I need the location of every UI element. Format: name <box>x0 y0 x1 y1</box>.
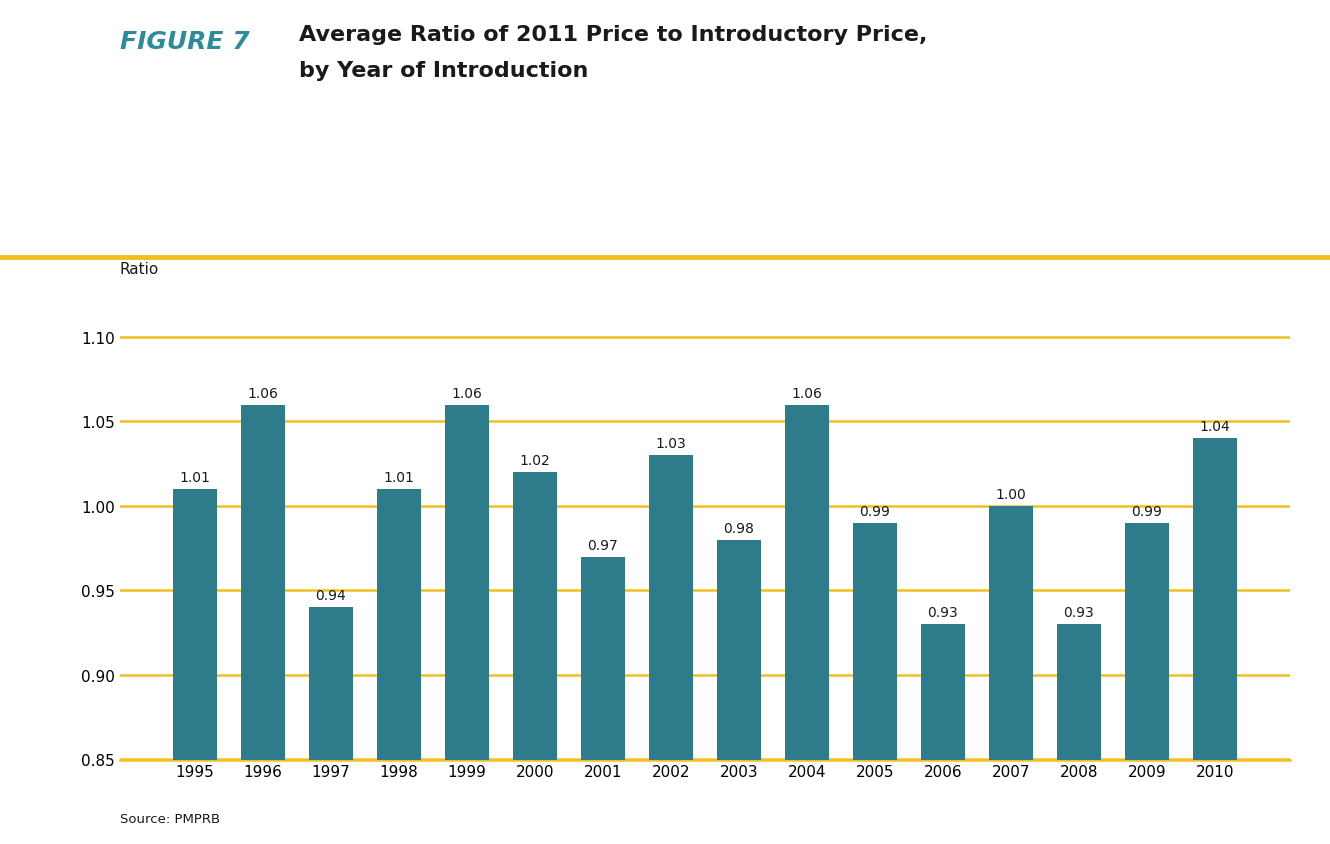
Bar <box>444 405 489 844</box>
Bar <box>853 523 896 844</box>
Bar <box>1193 439 1237 844</box>
Text: Ratio: Ratio <box>120 262 160 277</box>
Bar <box>785 405 829 844</box>
Bar <box>920 625 966 844</box>
Bar <box>376 490 422 844</box>
Text: 0.99: 0.99 <box>859 504 890 518</box>
Bar <box>1057 625 1101 844</box>
Bar <box>241 405 285 844</box>
Text: FIGURE 7: FIGURE 7 <box>120 30 249 53</box>
Bar <box>717 540 761 844</box>
Text: 1.04: 1.04 <box>1200 419 1230 434</box>
Text: 0.93: 0.93 <box>927 605 958 619</box>
Text: 0.93: 0.93 <box>1064 605 1095 619</box>
Text: 1.01: 1.01 <box>383 470 415 484</box>
Text: 1.03: 1.03 <box>656 436 686 451</box>
Text: 1.02: 1.02 <box>520 453 551 468</box>
Bar <box>649 456 693 844</box>
Text: 0.99: 0.99 <box>1132 504 1162 518</box>
Text: Average Ratio of 2011 Price to Introductory Price,: Average Ratio of 2011 Price to Introduct… <box>299 25 927 46</box>
Text: 0.94: 0.94 <box>315 588 346 603</box>
Text: 0.97: 0.97 <box>588 538 618 552</box>
Text: Source: PMPRB: Source: PMPRB <box>120 813 219 825</box>
Bar <box>513 473 557 844</box>
Text: by Year of Introduction: by Year of Introduction <box>299 61 589 81</box>
Bar <box>1125 523 1169 844</box>
Bar <box>988 506 1033 844</box>
Text: 1.06: 1.06 <box>247 386 278 400</box>
Bar <box>173 490 217 844</box>
Text: 1.06: 1.06 <box>791 386 822 400</box>
Text: 1.00: 1.00 <box>995 487 1027 501</box>
Text: 1.01: 1.01 <box>180 470 210 484</box>
Text: 1.06: 1.06 <box>451 386 483 400</box>
Bar <box>581 557 625 844</box>
Text: 0.98: 0.98 <box>724 521 754 535</box>
Bar <box>309 608 352 844</box>
